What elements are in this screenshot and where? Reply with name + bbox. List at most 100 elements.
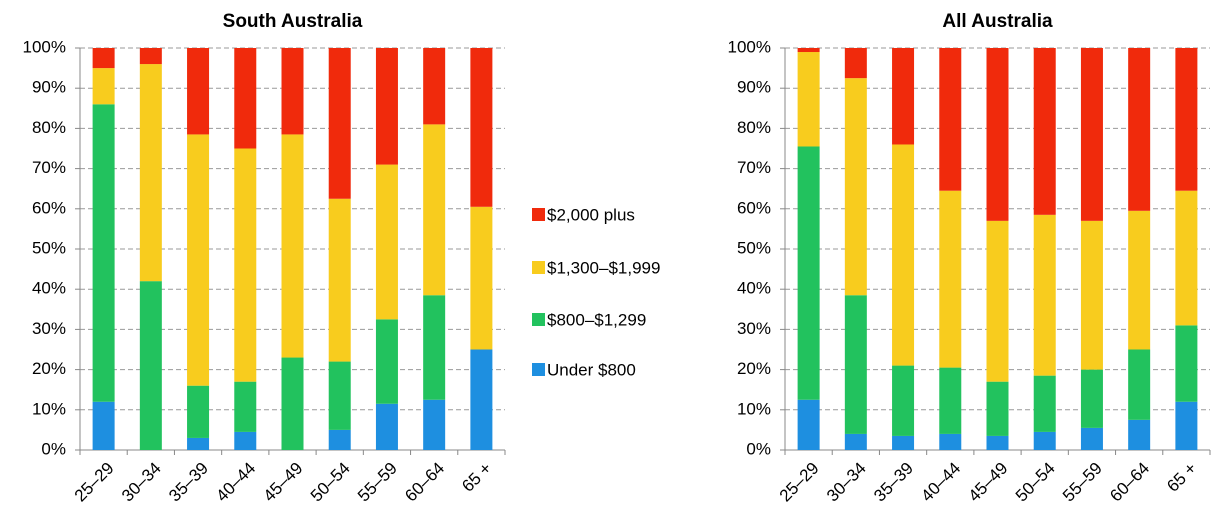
bar-segment [375, 403, 398, 450]
y-tick-label: 100% [23, 37, 66, 56]
bar-segment [470, 48, 493, 207]
bar-segment [139, 48, 162, 65]
bar-segment [187, 48, 210, 135]
bar-segment [939, 48, 962, 191]
bar-segment [986, 381, 1009, 436]
x-tick-label: 40–44 [212, 459, 259, 506]
bar-segment [939, 190, 962, 368]
bar-segment [423, 48, 446, 125]
y-tick-label: 50% [32, 238, 66, 257]
bar-segment [1033, 375, 1056, 432]
legend-label: $1,300–$1,999 [547, 258, 660, 277]
bar-segment [986, 435, 1009, 450]
bar-segment [1175, 48, 1198, 191]
y-tick-label: 0% [41, 439, 66, 458]
bar-segment [986, 220, 1009, 382]
x-tick-label: 55–59 [1059, 459, 1106, 506]
x-tick-label: 25–29 [776, 459, 823, 506]
bar-segment [1128, 349, 1151, 420]
legend: $2,000 plus $1,300–$1,999 $800–$1,299 Un… [532, 205, 660, 379]
bar-segment [1175, 401, 1198, 450]
bar-segment [328, 48, 351, 199]
bar-segment [844, 295, 867, 434]
bar-segment [1128, 48, 1151, 211]
y-tick-label: 10% [737, 399, 771, 418]
y-tick-label: 60% [32, 198, 66, 217]
y-tick-label: 40% [32, 279, 66, 298]
x-tick-label: 65 + [458, 459, 495, 496]
y-tick-label: 100% [728, 37, 771, 56]
bar-segment [892, 48, 915, 145]
y-tick-label: 90% [32, 78, 66, 97]
bar-segment [423, 124, 446, 296]
y-tick-label: 70% [32, 158, 66, 177]
bar-segment [797, 48, 820, 53]
y-tick-label: 80% [32, 118, 66, 137]
bar-segment [328, 198, 351, 362]
bar-segment [1033, 214, 1056, 376]
y-tick-label: 80% [737, 118, 771, 137]
bar-segment [892, 435, 915, 450]
bar-segment [1175, 190, 1198, 326]
bar-segment [797, 146, 820, 400]
bar-segment [892, 144, 915, 366]
x-tick-label: 50–54 [307, 459, 354, 506]
bar-segment [139, 281, 162, 450]
legend-label: $2,000 plus [547, 205, 635, 224]
bar-segment [892, 365, 915, 436]
bar-segment [1080, 369, 1103, 428]
bar-segment [281, 357, 304, 450]
x-tick-label: 60–64 [1106, 459, 1153, 506]
x-tick-label: 55–59 [354, 459, 401, 506]
bar-segment [1033, 48, 1056, 215]
bar-segment [234, 381, 257, 432]
bar-segment [1033, 431, 1056, 450]
y-tick-label: 20% [32, 359, 66, 378]
bar-segment [986, 48, 1009, 221]
x-tick-label: 35–39 [870, 459, 917, 506]
bar-segment [92, 401, 115, 450]
bar-segment [1080, 48, 1103, 221]
bar-segment [92, 68, 115, 105]
bar-segment [187, 385, 210, 438]
bar-segment [234, 431, 257, 450]
bar-segment [1080, 220, 1103, 370]
y-tick-label: 60% [737, 198, 771, 217]
bar-segment [470, 206, 493, 350]
legend-label: $800–$1,299 [547, 310, 646, 329]
bar-segment [139, 64, 162, 282]
bar-segment [423, 399, 446, 450]
x-tick-label: 30–34 [118, 459, 165, 506]
y-tick-label: 20% [737, 359, 771, 378]
x-tick-label: 25–29 [71, 459, 118, 506]
legend-swatch [532, 208, 545, 221]
bar-segment [375, 164, 398, 320]
bar-segment [187, 437, 210, 450]
x-tick-label: 50–54 [1012, 459, 1059, 506]
bar-segment [470, 349, 493, 450]
bar-segment [423, 295, 446, 400]
bar-segment [797, 52, 820, 147]
legend-swatch [532, 313, 545, 326]
bar-segment [375, 319, 398, 404]
y-tick-label: 10% [32, 399, 66, 418]
bar-segment [939, 433, 962, 450]
y-tick-label: 70% [737, 158, 771, 177]
bar-segment [281, 134, 304, 358]
bar-segment [1175, 325, 1198, 402]
x-tick-label: 40–44 [917, 459, 964, 506]
bar-segment [375, 48, 398, 165]
bar-segment [844, 78, 867, 296]
legend-label: Under $800 [547, 360, 636, 379]
x-tick-label: 45–49 [965, 459, 1012, 506]
bar-segment [939, 367, 962, 434]
bar-segment [797, 399, 820, 450]
y-tick-label: 0% [746, 439, 771, 458]
y-tick-label: 90% [737, 78, 771, 97]
x-tick-label: 60–64 [401, 459, 448, 506]
x-tick-label: 30–34 [823, 459, 870, 506]
bar-segment [1080, 427, 1103, 450]
bar-segment [844, 48, 867, 79]
bar-segment [92, 104, 115, 402]
